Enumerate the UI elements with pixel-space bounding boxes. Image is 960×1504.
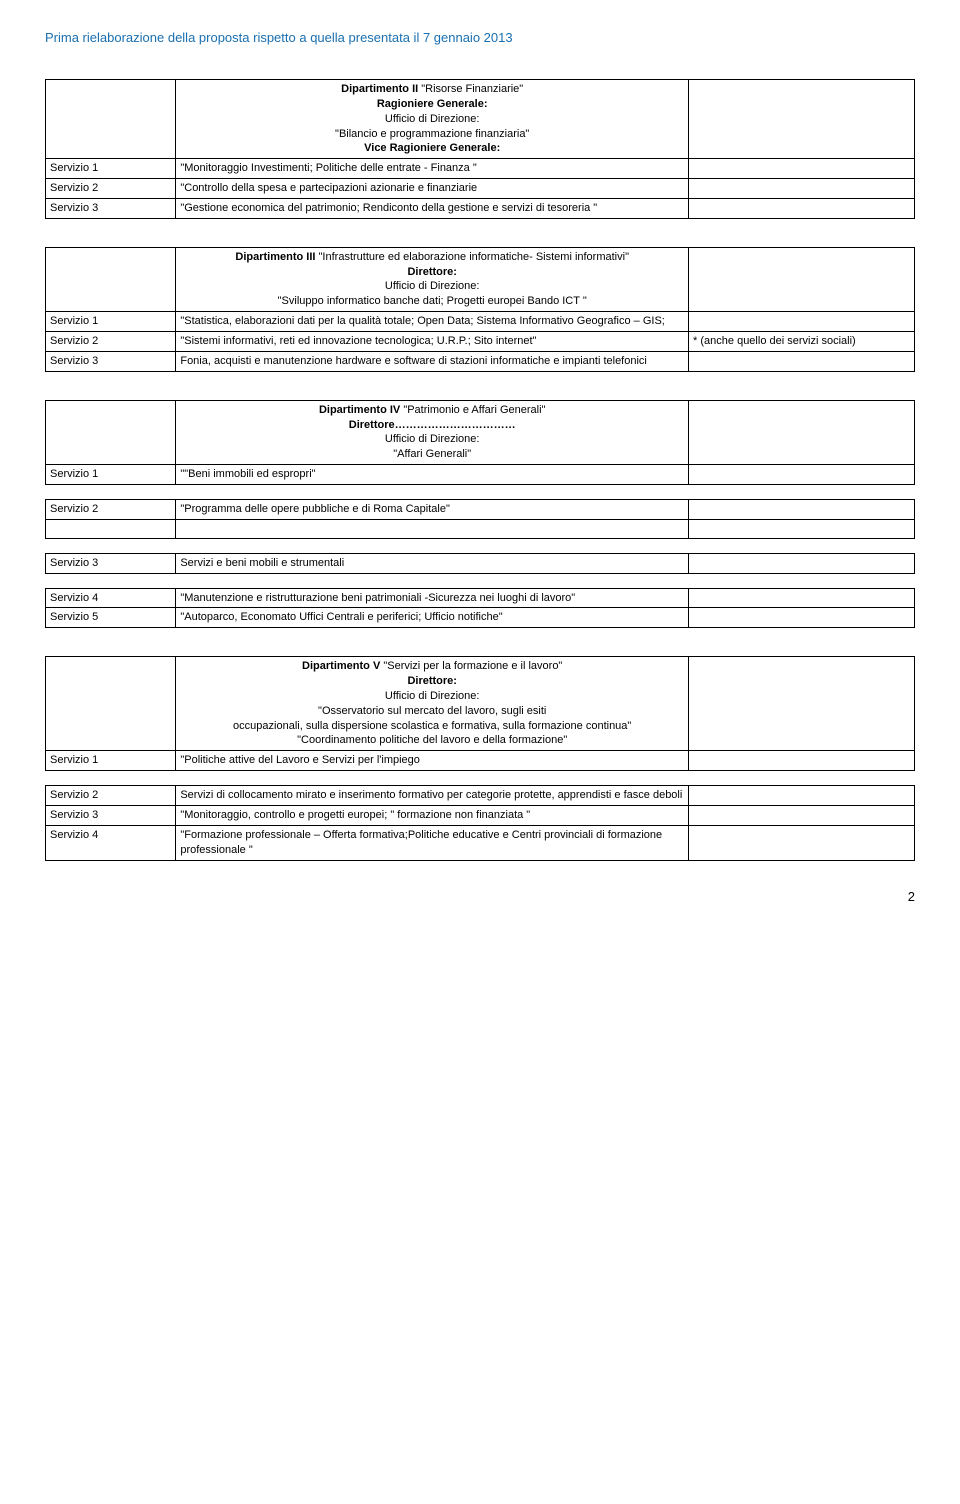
table-row: Servizio 5"Autoparco, Economato Uffici C…	[46, 608, 915, 628]
dept5-subtitle: Direttore:	[407, 675, 457, 687]
table-row: Servizio 2"Programma delle opere pubblic…	[46, 499, 915, 519]
dept3-office: Ufficio di Direzione:	[385, 280, 480, 292]
dept3-title: Dipartimento III	[235, 251, 315, 263]
row-label: Servizio 3	[46, 198, 176, 218]
dept4-header-row: Dipartimento IV "Patrimonio e Affari Gen…	[46, 400, 915, 464]
dept4-table: Dipartimento IV "Patrimonio e Affari Gen…	[45, 400, 915, 629]
table-row: Servizio 2Servizi di collocamento mirato…	[46, 786, 915, 806]
dept4-subtitle: Direttore……………………………	[349, 419, 516, 431]
row-note	[689, 351, 915, 371]
row-label: Servizio 4	[46, 825, 176, 860]
spacer-row	[46, 771, 915, 786]
row-text: "Autoparco, Economato Uffici Centrali e …	[176, 608, 689, 628]
table-row: Servizio 1"Monitoraggio Investimenti; Po…	[46, 159, 915, 179]
table-row: Servizio 4"Formazione professionale – Of…	[46, 825, 915, 860]
dept4-name: "Patrimonio e Affari Generali"	[403, 404, 545, 416]
dept2-title: Dipartimento II	[341, 83, 418, 95]
dept3-detail1: "Sviluppo informatico banche dati; Proge…	[278, 295, 587, 307]
row-note: * (anche quello dei servizi sociali)	[689, 331, 915, 351]
row-label: Servizio 1	[46, 751, 176, 771]
dept2-office: Ufficio di Direzione:	[385, 113, 480, 125]
row-label: Servizio 2	[46, 331, 176, 351]
dept2-subtitle2: Vice Ragioniere Generale:	[364, 142, 500, 154]
blank-row	[46, 519, 915, 538]
dept2-name: "Risorse Finanziarie"	[421, 83, 523, 95]
dept2-header-row: Dipartimento II "Risorse Finanziarie" Ra…	[46, 80, 915, 159]
table-row: Servizio 1"Politiche attive del Lavoro e…	[46, 751, 915, 771]
row-text: "Controllo della spesa e partecipazioni …	[176, 179, 689, 199]
row-note	[689, 312, 915, 332]
row-label: Servizio 5	[46, 608, 176, 628]
row-text: "Politiche attive del Lavoro e Servizi p…	[176, 751, 689, 771]
dept5-detail3: "Coordinamento politiche del lavoro e de…	[297, 734, 567, 746]
table-row: Servizio 2"Sistemi informativi, reti ed …	[46, 331, 915, 351]
dept4-title: Dipartimento IV	[319, 404, 400, 416]
row-text: "Gestione economica del patrimonio; Rend…	[176, 198, 689, 218]
table-row: Servizio 3Servizi e beni mobili e strume…	[46, 553, 915, 573]
dept3-subtitle: Direttore:	[407, 266, 457, 278]
row-label: Servizio 3	[46, 806, 176, 826]
dept4-office: Ufficio di Direzione:	[385, 433, 480, 445]
dept2-detail1: "Bilancio e programmazione finanziaria"	[335, 128, 529, 140]
row-text: "Programma delle opere pubbliche e di Ro…	[176, 499, 689, 519]
spacer-row	[46, 484, 915, 499]
row-label: Servizio 3	[46, 553, 176, 573]
row-text: "Statistica, elaborazioni dati per la qu…	[176, 312, 689, 332]
row-text: "Sistemi informativi, reti ed innovazion…	[176, 331, 689, 351]
table-row: Servizio 3"Gestione economica del patrim…	[46, 198, 915, 218]
row-label: Servizio 2	[46, 786, 176, 806]
row-text: "Manutenzione e ristrutturazione beni pa…	[176, 588, 689, 608]
table-row: Servizio 1"Statistica, elaborazioni dati…	[46, 312, 915, 332]
row-text: Servizi di collocamento mirato e inserim…	[176, 786, 689, 806]
spacer-row	[46, 573, 915, 588]
row-text: "Monitoraggio, controllo e progetti euro…	[176, 806, 689, 826]
spacer-row	[46, 538, 915, 553]
dept5-table: Dipartimento V "Servizi per la formazion…	[45, 656, 915, 860]
row-label: Servizio 2	[46, 499, 176, 519]
row-label: Servizio 2	[46, 179, 176, 199]
table-row: Servizio 4"Manutenzione e ristrutturazio…	[46, 588, 915, 608]
dept2-subtitle: Ragioniere Generale:	[377, 98, 488, 110]
row-label: Servizio 1	[46, 312, 176, 332]
dept4-detail1: "Affari Generali"	[393, 448, 471, 460]
table-row: Servizio 2"Controllo della spesa e parte…	[46, 179, 915, 199]
row-label: Servizio 3	[46, 351, 176, 371]
page-number: 2	[45, 889, 915, 904]
table-row: Servizio 3Fonia, acquisti e manutenzione…	[46, 351, 915, 371]
row-label: Servizio 4	[46, 588, 176, 608]
row-text: "Monitoraggio Investimenti; Politiche de…	[176, 159, 689, 179]
dept3-name: "Infrastrutture ed elaborazione informat…	[319, 251, 629, 263]
table-row: Servizio 1""Beni immobili ed espropri"	[46, 465, 915, 485]
dept2-table: Dipartimento II "Risorse Finanziarie" Ra…	[45, 79, 915, 219]
page-header: Prima rielaborazione della proposta risp…	[45, 30, 915, 45]
row-label: Servizio 1	[46, 465, 176, 485]
dept5-header-row: Dipartimento V "Servizi per la formazion…	[46, 657, 915, 751]
table-row: Servizio 3"Monitoraggio, controllo e pro…	[46, 806, 915, 826]
dept5-detail2: occupazionali, sulla dispersione scolast…	[233, 720, 631, 732]
row-text: ""Beni immobili ed espropri"	[176, 465, 689, 485]
dept3-table: Dipartimento III "Infrastrutture ed elab…	[45, 247, 915, 372]
row-label: Servizio 1	[46, 159, 176, 179]
dept5-detail1: "Osservatorio sul mercato del lavoro, su…	[318, 705, 546, 717]
row-text: Servizi e beni mobili e strumentali	[176, 553, 689, 573]
dept5-name: "Servizi per la formazione e il lavoro"	[383, 660, 562, 672]
dept5-office: Ufficio di Direzione:	[385, 690, 480, 702]
row-text: "Formazione professionale – Offerta form…	[176, 825, 689, 860]
dept3-header-row: Dipartimento III "Infrastrutture ed elab…	[46, 247, 915, 311]
dept5-title: Dipartimento V	[302, 660, 380, 672]
row-text: Fonia, acquisti e manutenzione hardware …	[176, 351, 689, 371]
